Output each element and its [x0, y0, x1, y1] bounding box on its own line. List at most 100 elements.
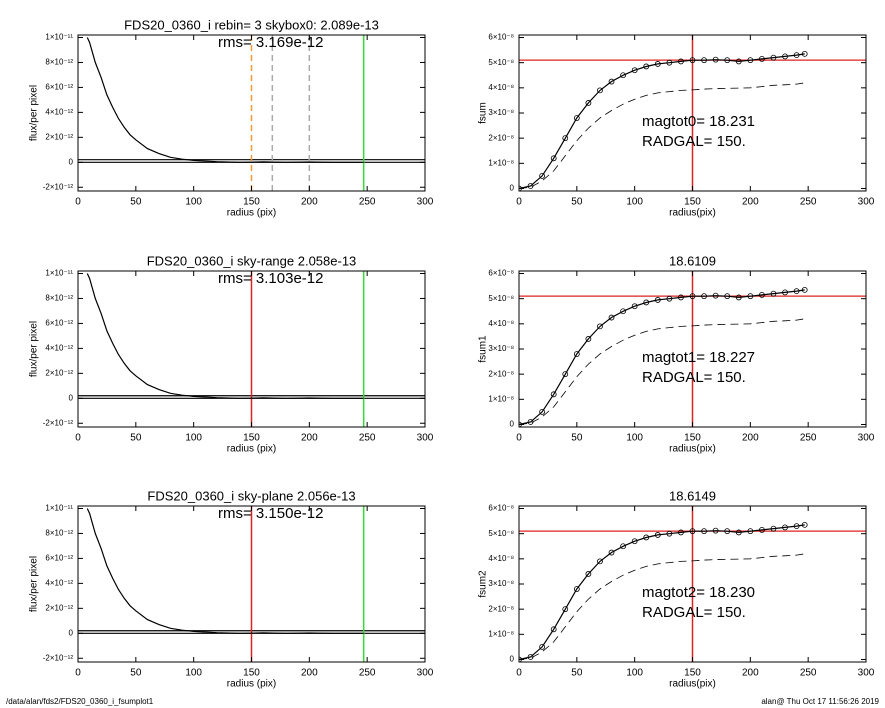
x-tick-label: 200: [301, 197, 318, 208]
y-tick-label: 1×10⁻⁸: [488, 629, 514, 638]
x-tick-label: 300: [417, 668, 434, 679]
point: [620, 72, 626, 79]
y-axis-label: flux/per pixel: [29, 85, 40, 141]
point: [573, 115, 580, 121]
annotation: magtot1= 18.227: [642, 349, 755, 366]
point: [539, 173, 546, 179]
y-tick-label: 8×10⁻¹²: [45, 58, 73, 67]
x-tick-label: 150: [684, 433, 701, 444]
annotation: rms= 3.169e-12: [218, 34, 323, 51]
point: [654, 61, 661, 67]
y-tick-label: 6×10⁻¹²: [45, 319, 73, 328]
point: [801, 50, 808, 57]
y-axis-label: fsum2: [478, 570, 489, 598]
y-tick-label: 4×10⁻¹²: [45, 343, 73, 352]
x-tick-label: 0: [75, 197, 81, 208]
y-tick-label: 6×10⁻¹²: [45, 83, 73, 92]
x-tick-label: 50: [130, 668, 142, 679]
point: [678, 58, 684, 65]
point: [782, 289, 788, 296]
y-tick-label: 6×10⁻⁸: [488, 33, 514, 42]
point: [550, 155, 557, 162]
point: [782, 524, 788, 531]
point: [712, 292, 719, 299]
y-tick-label: 4×10⁻¹²: [45, 107, 73, 116]
panel: 0 50 100 150 200 250 300 6×10⁻⁸ 5×10⁻⁸ 4×10⁻⁸ 3×10…: [478, 488, 875, 689]
x-tick-label: 150: [684, 197, 701, 208]
y-tick-label: -2×10⁻¹²: [43, 418, 74, 427]
point: [735, 294, 742, 301]
series-line: [519, 53, 805, 190]
point: [643, 534, 650, 541]
x-tick-label: 100: [185, 668, 202, 679]
plot-frame: [518, 270, 867, 428]
plot-area: [78, 271, 425, 427]
annotation: RADGAL= 150.: [642, 133, 746, 150]
point: [701, 293, 707, 300]
x-tick-label: 50: [130, 433, 142, 444]
x-tick-label: 0: [516, 433, 522, 444]
x-axis-label: radius(pix): [669, 679, 716, 690]
point: [747, 293, 754, 300]
y-tick-label: 1×10⁻⁸: [488, 394, 514, 403]
x-tick-label: 50: [571, 433, 583, 444]
y-tick-label: 6×10⁻⁸: [488, 269, 514, 278]
point: [654, 297, 661, 303]
point: [562, 371, 569, 378]
annotation: rms= 3.103e-12: [218, 270, 323, 287]
point: [550, 626, 557, 633]
point: [759, 527, 765, 533]
y-axis-label: fsum1: [478, 335, 489, 363]
x-tick-label: 250: [800, 668, 817, 679]
x-tick-label: 250: [359, 433, 376, 444]
point: [712, 527, 719, 534]
point: [701, 528, 707, 535]
annotation: magtot2= 18.230: [642, 584, 755, 601]
series-line: [519, 289, 805, 426]
point: [735, 529, 742, 536]
x-axis-label: radius(pix): [669, 444, 716, 455]
y-tick-label: 8×10⁻¹²: [45, 294, 73, 303]
x-tick-label: 250: [359, 197, 376, 208]
series-line: [519, 524, 805, 661]
point: [678, 529, 684, 536]
footer-path: /data/alan/fds2/FDS20_0360_i_fsumplot1: [6, 697, 154, 706]
y-tick-label: -2×10⁻¹²: [43, 653, 74, 662]
x-tick-label: 150: [684, 668, 701, 679]
x-tick-label: 50: [571, 197, 583, 208]
point: [608, 314, 615, 321]
series-line: [86, 508, 364, 634]
y-tick-label: 6×10⁻¹²: [45, 554, 73, 563]
annotation: RADGAL= 150.: [642, 604, 746, 621]
point: [759, 56, 765, 62]
series-line: [519, 82, 805, 189]
x-tick-label: 200: [301, 433, 318, 444]
footer-date: alan@ Thu Oct 17 11:56:26 2019: [761, 697, 879, 706]
point: [793, 523, 800, 530]
y-tick-label: 5×10⁻⁸: [488, 529, 514, 538]
x-tick-label: 250: [800, 197, 817, 208]
point: [666, 295, 673, 302]
plot-area: [519, 506, 866, 662]
x-tick-label: 300: [858, 668, 875, 679]
series-line: [86, 273, 364, 399]
y-tick-label: 3×10⁻⁸: [488, 108, 514, 117]
point: [735, 58, 742, 65]
chart-title: FDS20_0360_i sky-plane 2.056e-13: [147, 488, 355, 503]
x-tick-label: 0: [516, 668, 522, 679]
point: [631, 303, 638, 310]
point: [701, 57, 707, 64]
x-tick-label: 100: [626, 197, 643, 208]
x-tick-label: 200: [301, 668, 318, 679]
point: [597, 323, 603, 330]
y-tick-label: 0: [510, 420, 515, 429]
x-tick-label: 150: [243, 433, 260, 444]
series-line: [519, 553, 805, 660]
point: [539, 644, 546, 650]
panel: 0 50 100 150 200 250 300 1×10⁻¹¹ 8×10⁻¹² 6×10⁻¹² 4…: [29, 488, 434, 689]
point: [666, 530, 673, 537]
y-axis-label: flux/per pixel: [29, 556, 40, 612]
x-tick-label: 50: [571, 668, 583, 679]
plot-area: [519, 271, 866, 427]
